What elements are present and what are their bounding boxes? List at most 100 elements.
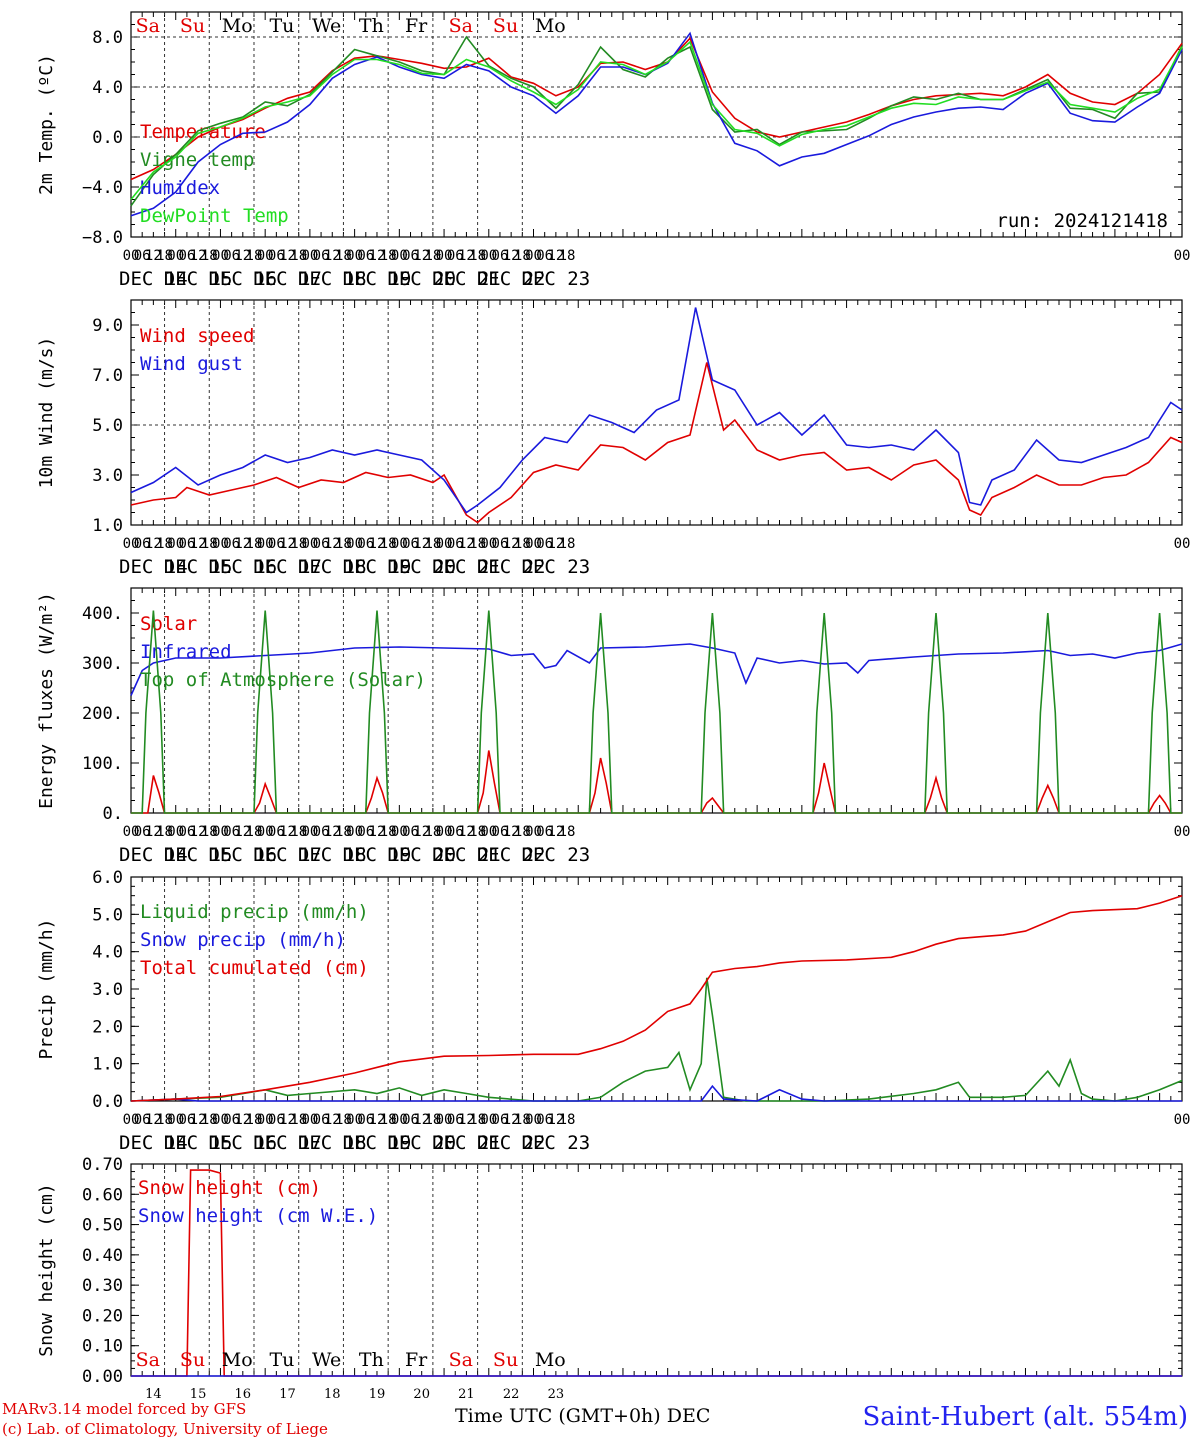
weekday-label: Su (180, 15, 205, 37)
hour-label: 00 (167, 536, 184, 552)
hour-label: 12 (547, 1112, 564, 1128)
hour-label: 00 (436, 824, 453, 840)
date-label: DEC 16 (208, 556, 277, 578)
y-tick-label: 400. (82, 604, 123, 624)
legend-entry: Humidex (140, 177, 220, 199)
date-label: DEC 22 (477, 556, 546, 578)
hour-label: 18 (469, 248, 486, 264)
hour-label: 18 (559, 536, 576, 552)
y-tick-label: 100. (82, 754, 123, 774)
weekday-label: Su (493, 15, 518, 37)
hour-label: 12 (190, 248, 207, 264)
hour-label: 18 (514, 1112, 531, 1128)
hour-label: 06 (357, 1112, 374, 1128)
date-label: DEC 23 (522, 844, 591, 866)
date-label: DEC 21 (432, 268, 501, 290)
date-label: DEC 15 (164, 1132, 233, 1154)
legend-entry: DewPoint Temp (140, 205, 289, 227)
hour-label: 18 (559, 1112, 576, 1128)
hour-label: 18 (514, 824, 531, 840)
y-tick-label: 0.20 (82, 1306, 123, 1326)
hour-label: 12 (190, 1112, 207, 1128)
hour-label: 00 (212, 824, 229, 840)
y-tick-label: 0. (103, 804, 123, 824)
y-tick-label: 0.30 (82, 1276, 123, 1296)
series-line-infrared (130, 643, 1183, 696)
legend-entry: Snow precip (mm/h) (140, 929, 346, 951)
hour-label: 00 (525, 248, 542, 264)
date-label: DEC 19 (343, 844, 412, 866)
hour-label: 12 (145, 1112, 162, 1128)
y-tick-label: 0.0 (92, 128, 123, 148)
hour-label: 06 (492, 1112, 509, 1128)
hour-label: 12 (324, 1112, 341, 1128)
y-tick-label: 4.0 (92, 78, 123, 98)
hour-label: 18 (156, 536, 173, 552)
date-label: DEC 22 (477, 844, 546, 866)
hour-label: 12 (369, 824, 386, 840)
hour-label: 00 (525, 1112, 542, 1128)
y-axis-label: Snow height (cm) (36, 1183, 57, 1356)
hour-label: 18 (424, 1112, 441, 1128)
hour-label: 00 (123, 536, 140, 552)
hour-label: 12 (413, 824, 430, 840)
hour-label: 06 (357, 248, 374, 264)
hour-label: 06 (402, 1112, 419, 1128)
hour-label: 12 (190, 536, 207, 552)
hour-label: 18 (380, 1112, 397, 1128)
series-line-snow-height-cm- (131, 1169, 1182, 1377)
day-number-label: 19 (369, 1387, 386, 1400)
hour-label: 06 (268, 536, 285, 552)
hour-label: 12 (324, 536, 341, 552)
hour-label: 00 (1174, 536, 1191, 552)
hour-label: 00 (480, 248, 497, 264)
y-tick-label: 9.0 (92, 316, 123, 336)
hour-label: 18 (514, 536, 531, 552)
y-tick-label: 0.50 (82, 1216, 123, 1236)
y-tick-label: 4.0 (92, 943, 123, 963)
hour-label: 06 (447, 248, 464, 264)
y-tick-label: 7.0 (92, 366, 123, 386)
weekday-label: Sa (136, 15, 160, 37)
hour-label: 12 (503, 1112, 520, 1128)
date-label: DEC 15 (164, 556, 233, 578)
date-label: DEC 14 (119, 268, 188, 290)
hour-label: 06 (402, 536, 419, 552)
hour-label: 06 (223, 536, 240, 552)
date-label: DEC 19 (343, 1132, 412, 1154)
hour-label: 06 (268, 248, 285, 264)
hour-label: 12 (458, 1112, 475, 1128)
hour-label: 12 (503, 248, 520, 264)
date-label: DEC 19 (343, 556, 412, 578)
hour-label: 00 (525, 536, 542, 552)
hour-label: 18 (246, 536, 263, 552)
hour-label: 12 (458, 248, 475, 264)
weekday-label: Th (359, 1349, 384, 1371)
hour-label: 12 (279, 1112, 296, 1128)
hour-label: 06 (313, 824, 330, 840)
legend-entry: Vigne temp (140, 149, 254, 171)
hour-label: 00 (525, 824, 542, 840)
hour-label: 12 (190, 824, 207, 840)
model-credit: MARv3.14 model forced by GFS (2, 1400, 247, 1418)
lab-credit: (c) Lab. of Climatology, University of L… (2, 1420, 328, 1438)
date-label: DEC 20 (387, 844, 456, 866)
y-axis-label: Precip (mm/h) (36, 919, 57, 1060)
weekday-label: Mo (222, 15, 253, 37)
date-label: DEC 14 (119, 1132, 188, 1154)
hour-label: 06 (313, 248, 330, 264)
hour-label: 12 (145, 248, 162, 264)
y-tick-label: 5.0 (92, 416, 123, 436)
hour-label: 12 (503, 824, 520, 840)
legend-entry: Wind speed (140, 325, 254, 347)
date-label: DEC 21 (432, 556, 501, 578)
hour-label: 06 (357, 536, 374, 552)
date-label: DEC 22 (477, 1132, 546, 1154)
y-tick-label: 0.0 (92, 1092, 123, 1112)
weekday-label: Mo (535, 1349, 566, 1371)
plot-frame (130, 587, 1183, 814)
hour-label: 12 (369, 1112, 386, 1128)
hour-label: 18 (290, 1112, 307, 1128)
date-label: DEC 22 (477, 268, 546, 290)
hour-label: 12 (503, 536, 520, 552)
